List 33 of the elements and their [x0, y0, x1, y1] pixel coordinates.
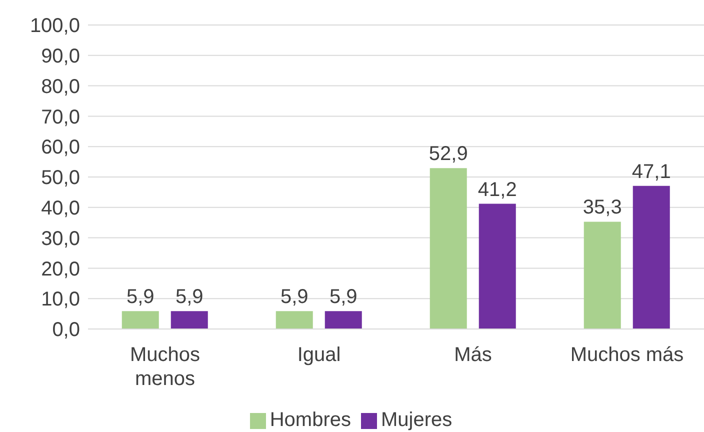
y-tick-label: 70,0 — [41, 106, 80, 128]
bar — [170, 311, 208, 329]
bar — [584, 222, 621, 329]
legend-label: Hombres — [270, 409, 351, 431]
bar — [324, 311, 362, 329]
y-tick-label: 20,0 — [41, 258, 80, 280]
y-tick-label: 80,0 — [41, 76, 80, 98]
x-tick-label: Muchos menos — [130, 344, 200, 390]
data-label: 41,2 — [478, 178, 517, 201]
data-label: 5,9 — [280, 286, 308, 308]
bar — [122, 311, 159, 329]
data-label: 5,9 — [175, 286, 204, 308]
bar — [430, 168, 467, 329]
legend-label: Mujeres — [381, 409, 452, 431]
y-tick-label: 60,0 — [41, 136, 80, 159]
data-label: 5,9 — [126, 286, 154, 308]
data-label: 35,3 — [582, 196, 622, 219]
y-tick-label: 100,0 — [30, 15, 80, 38]
x-tick-label: Muchos más — [570, 344, 684, 366]
y-tick-label: 90,0 — [41, 46, 80, 68]
x-tick-label: Igual — [297, 344, 341, 366]
bar — [478, 204, 516, 329]
data-label: 52,9 — [428, 143, 468, 166]
bar — [632, 186, 670, 329]
bar — [276, 311, 313, 329]
y-tick-label: 0,0 — [52, 319, 80, 342]
y-tick-label: 40,0 — [41, 198, 80, 220]
y-tick-label: 50,0 — [41, 167, 80, 190]
x-tick-label: Más — [454, 344, 492, 366]
data-label: 47,1 — [632, 160, 671, 183]
y-tick-label: 30,0 — [41, 228, 80, 250]
data-label: 5,9 — [329, 286, 358, 308]
y-tick-label: 10,0 — [41, 288, 80, 311]
